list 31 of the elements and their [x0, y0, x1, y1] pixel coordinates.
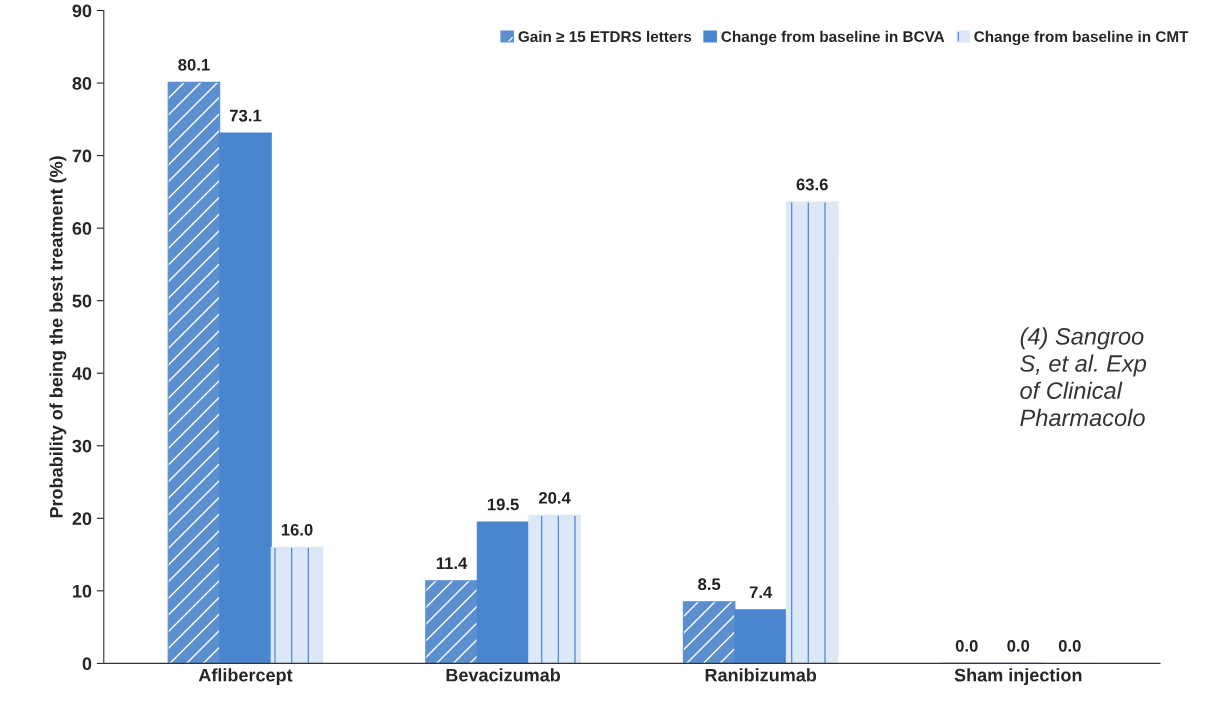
- annotation: (4) Sangroo S, et al. Exp of Clinical Pharmacolo: [1020, 327, 1147, 427]
- data-label: 7.4: [749, 586, 773, 598]
- data-label: 0.0: [1007, 639, 1030, 652]
- legend-label: Change from baseline in BCVA: [721, 30, 945, 46]
- y-tick-label: 60: [72, 222, 92, 235]
- legend-label: Gain ≥ 15 ETDRS letters: [518, 30, 692, 43]
- y-tick-label: 90: [72, 4, 92, 18]
- y-tick-label: 50: [72, 294, 92, 308]
- y-tick-label: 80: [72, 77, 92, 90]
- data-label: 73.1: [229, 109, 262, 122]
- y-tick-label: 40: [72, 367, 92, 380]
- x-tick-label: Ranibizumab: [705, 668, 817, 682]
- data-label: 80.1: [178, 58, 210, 71]
- y-tick-label: 30: [72, 439, 92, 453]
- y-tick-label: 10: [73, 584, 92, 598]
- data-label: 63.6: [796, 178, 828, 191]
- data-label: 19.5: [487, 498, 519, 511]
- data-label: 0.0: [955, 639, 978, 652]
- data-label: 0.0: [1058, 639, 1081, 652]
- data-label: 20.4: [538, 491, 571, 504]
- x-tick-label: Sham injection: [954, 668, 1082, 686]
- y-tick-label: 0: [82, 657, 92, 671]
- y-tick-label: 70: [72, 149, 92, 163]
- x-tick-label: Bevacizumab: [446, 668, 561, 682]
- x-tick-label: Aflibercept: [198, 668, 293, 686]
- data-label: 11.4: [436, 557, 468, 569]
- data-label: 8.5: [698, 578, 721, 591]
- data-label: 16.0: [281, 523, 313, 536]
- legend-label: Change from baseline in CMT: [974, 30, 1189, 46]
- y-axis-title: Probability of being the best treatment (%): [49, 156, 67, 518]
- y-tick-label: 20: [72, 512, 92, 526]
